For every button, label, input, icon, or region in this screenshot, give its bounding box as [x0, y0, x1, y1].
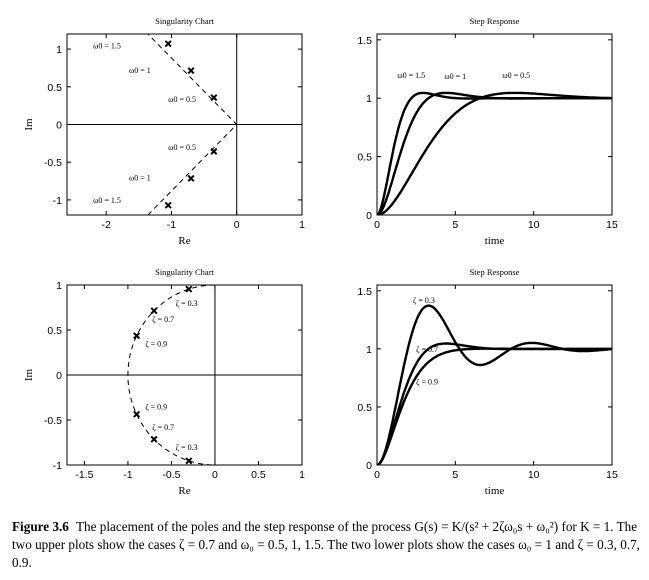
x-axis-label: time — [485, 235, 505, 247]
y-tick-label: 0 — [56, 370, 62, 382]
pole-marker — [150, 307, 158, 315]
x-tick-label: 0 — [212, 469, 218, 481]
pole-marker — [210, 94, 218, 102]
y-tick-label: -1 — [53, 460, 62, 472]
pole-label: ζ = 0.7 — [152, 315, 174, 324]
pole-label: ζ = 0.9 — [145, 403, 167, 412]
figure: Singularity Chart -2 -1 0 1 -1 -0.5 0 0.5 1 Re Im ω0… — [23, 16, 618, 497]
series-label: ω0 = 1.5 — [397, 71, 425, 80]
x-tick-label: 15 — [606, 219, 618, 231]
pole-marker — [187, 174, 195, 182]
series-line — [377, 91, 612, 215]
pole-marker — [164, 40, 172, 48]
pole-label: ζ = 0.9 — [145, 340, 167, 349]
plot-frame — [376, 284, 613, 466]
x-tick-label: 0.5 — [251, 469, 266, 481]
pole-label: ζ = 0.3 — [176, 443, 198, 452]
y-tick-label: 0.5 — [357, 402, 372, 414]
x-tick-label: 0 — [374, 219, 380, 231]
y-tick-label: 0 — [56, 120, 62, 132]
x-tick-label: 5 — [452, 469, 458, 481]
pole-label: ω0 = 1 — [129, 173, 151, 182]
chart-title: Singularity Chart — [155, 267, 214, 277]
x-tick-label: 5 — [452, 219, 458, 231]
series-label: ζ = 0.3 — [413, 296, 435, 305]
series-line — [377, 342, 612, 465]
x-axis-label: time — [485, 485, 505, 497]
chart-p3: Singularity Chart -1.5 -1 -0.5 0 0.5 1 -1 -0.5 0 0… — [23, 267, 305, 497]
y-tick-label: 1 — [56, 280, 62, 292]
series-line — [377, 91, 612, 215]
x-tick-label: 1 — [299, 469, 305, 481]
guide-curve — [127, 285, 216, 465]
pole-label: ω0 = 1 — [129, 66, 151, 75]
chart-p2: Step Response 0 5 10 15 0 0.5 1 1.5 time ω0 = 1.5 ω… — [357, 16, 618, 247]
x-tick-label: -2 — [101, 219, 110, 231]
figure-caption: Figure 3.6 The placement of the poles an… — [12, 518, 640, 572]
pole-label: ω0 = 1.5 — [93, 41, 121, 50]
chart-title: Step Response — [470, 16, 520, 26]
pole-marker — [164, 201, 172, 209]
chart-p4: Step Response 0 5 10 15 0 0.5 1 1.5 time ζ = 0.3 ζ … — [357, 267, 618, 497]
pole-marker — [210, 147, 218, 155]
x-axis-label: Re — [178, 485, 190, 497]
x-tick-label: -1.5 — [75, 469, 93, 481]
chart-p1: Singularity Chart -2 -1 0 1 -1 -0.5 0 0.5 1 Re Im ω0… — [23, 16, 305, 247]
chart-title: Singularity Chart — [155, 16, 214, 26]
series-label: ω0 = 0.5 — [502, 71, 530, 80]
guide-curve — [147, 34, 238, 215]
y-tick-label: -0.5 — [44, 157, 62, 169]
y-tick-label: 0 — [366, 210, 372, 222]
pole-label: ω0 = 0.5 — [168, 95, 196, 104]
caption-text: The placement of the poles and the step … — [12, 519, 640, 570]
pole-label: ζ = 0.7 — [152, 423, 174, 432]
x-tick-label: 0 — [374, 469, 380, 481]
series-line — [377, 304, 612, 465]
x-tick-label: 15 — [606, 469, 618, 481]
x-tick-label: -1 — [167, 219, 176, 231]
pole-marker — [133, 410, 141, 418]
pole-label: ω0 = 1.5 — [93, 196, 121, 205]
x-tick-label: -0.5 — [162, 469, 180, 481]
x-tick-label: -1 — [123, 469, 132, 481]
y-tick-label: 0.5 — [47, 82, 62, 94]
x-axis-label: Re — [178, 235, 190, 247]
caption-label: Figure 3.6 — [12, 519, 69, 534]
x-tick-label: 1 — [299, 219, 305, 231]
plot-frame — [376, 33, 613, 216]
x-tick-label: 10 — [528, 469, 540, 481]
pole-marker — [133, 332, 141, 340]
pole-label: ζ = 0.3 — [176, 299, 198, 308]
pole-marker — [185, 285, 193, 293]
series-line — [377, 347, 612, 465]
pole-marker — [187, 67, 195, 75]
pole-label: ω0 = 0.5 — [168, 143, 196, 152]
y-tick-label: 1.5 — [357, 35, 372, 47]
series-label: ω0 = 1 — [444, 72, 466, 81]
pole-marker — [185, 457, 193, 465]
x-tick-label: 0 — [234, 219, 240, 231]
y-tick-label: -0.5 — [44, 415, 62, 427]
y-tick-label: 0 — [366, 460, 372, 472]
y-tick-label: 1 — [366, 93, 372, 105]
y-tick-label: 1 — [56, 44, 62, 56]
series-line — [377, 91, 612, 215]
y-tick-label: -1 — [53, 195, 62, 207]
y-axis-label: Im — [23, 118, 35, 131]
pole-marker — [150, 435, 158, 443]
y-tick-label: 0.5 — [47, 325, 62, 337]
series-label: ζ = 0.9 — [416, 377, 438, 386]
y-tick-label: 0.5 — [357, 152, 372, 164]
y-axis-label: Im — [23, 368, 35, 381]
chart-title: Step Response — [470, 267, 520, 277]
y-tick-label: 1.5 — [357, 286, 372, 298]
series-label: ζ = 0.7 — [416, 345, 438, 354]
x-tick-label: 10 — [528, 219, 540, 231]
y-tick-label: 1 — [366, 344, 372, 356]
